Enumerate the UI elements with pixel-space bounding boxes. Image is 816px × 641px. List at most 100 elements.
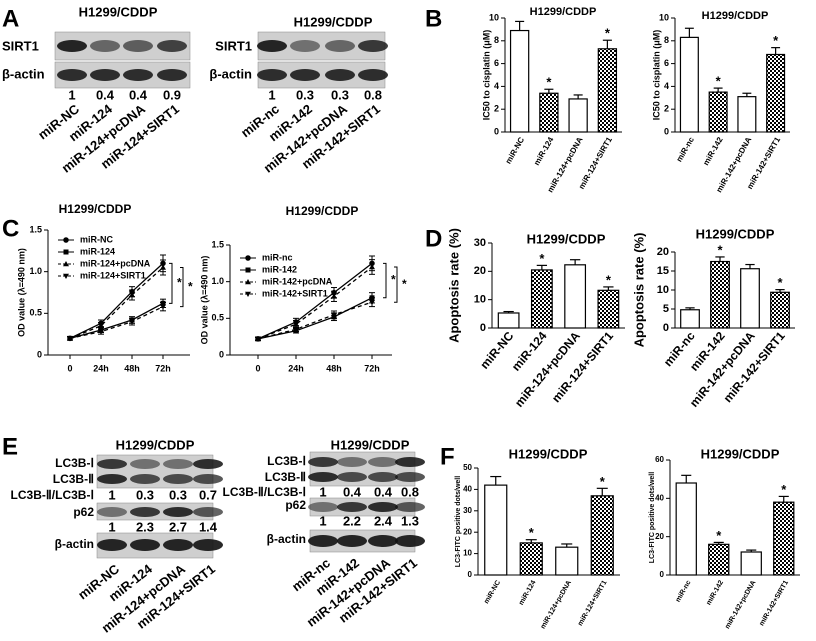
y-tick-label: 1.5: [211, 239, 224, 249]
blot-ratio: 2.4: [374, 513, 393, 528]
legend-marker: [245, 267, 251, 273]
legend-label: miR-124: [80, 246, 115, 256]
blot-band: [308, 535, 338, 547]
blot-band: [163, 539, 193, 551]
blot-ratio: 0.7: [199, 487, 217, 502]
x-tick-label: 48h: [326, 363, 342, 373]
blot-band: [97, 459, 127, 469]
blot-band: [337, 457, 367, 467]
y-tick-label: 15: [657, 265, 669, 277]
y-tick-label: 1.0: [211, 276, 224, 286]
y-tick-label: 20: [474, 265, 486, 277]
blot-ratio: 0.8: [364, 87, 382, 102]
marker: [293, 327, 299, 333]
bar: [740, 268, 760, 329]
y-tick-label: 1.0: [29, 266, 42, 276]
bracket: [180, 267, 184, 308]
annotation: *: [188, 279, 193, 293]
y-tick-label: 6: [494, 58, 499, 68]
marker: [255, 336, 261, 342]
x-tick-label: 72h: [155, 363, 171, 373]
legend-label: miR-124+pcDNA: [80, 258, 151, 268]
y-tick-label: 4: [664, 81, 669, 91]
bracket: [383, 262, 387, 299]
y-tick-label: 10: [489, 12, 499, 22]
blot-band: [395, 535, 425, 547]
blot-band: [395, 457, 425, 467]
y-tick-label: 20: [657, 246, 669, 258]
blot-title: H1299/CDDP: [294, 14, 373, 29]
blot-band: [57, 40, 87, 52]
bar: [679, 36, 699, 133]
blot-band: [395, 502, 425, 512]
legend-marker: [63, 261, 69, 267]
bar: [766, 53, 786, 133]
bar: [597, 48, 618, 133]
blot-band: [325, 69, 355, 81]
legend-label: miR-NC: [80, 234, 113, 244]
blot-band: [368, 535, 398, 547]
y-tick-label: 30: [474, 237, 486, 249]
bar: [568, 98, 588, 133]
blot-ratio: 0.4: [343, 484, 362, 499]
blot-ratio: 0.3: [296, 87, 314, 102]
panel-label: B: [425, 5, 442, 32]
bar: [509, 29, 530, 133]
y-tick-label: 60: [655, 455, 664, 464]
legend-marker: [245, 255, 251, 261]
bar: [708, 91, 728, 133]
y-axis-label: Apoptosis rate (%): [446, 228, 461, 343]
chart-title: H1299/CDDP: [509, 446, 588, 461]
y-tick-label: 8: [494, 35, 499, 45]
blot-band: [358, 40, 388, 52]
blot-title: H1299/CDDP: [331, 437, 410, 452]
y-tick-label: 0: [480, 322, 486, 334]
marker: [98, 329, 104, 335]
blot-band: [193, 459, 223, 469]
blot-band: [337, 472, 367, 482]
blot-ratio: 1.4: [199, 519, 218, 534]
annotation: *: [391, 273, 396, 287]
blot-band: [130, 539, 160, 551]
blot-ratio: 0.4: [374, 484, 393, 499]
marker: [369, 299, 375, 306]
legend-label: miR-142+pcDNA: [262, 276, 333, 286]
panel-label: F: [440, 443, 455, 470]
y-tick-label: 0: [37, 349, 42, 359]
annotation: *: [402, 277, 407, 291]
blot-band: [163, 459, 193, 469]
chart-title: H1299/CDDP: [696, 226, 775, 241]
bar: [740, 551, 762, 576]
blot-ratio: 2.3: [136, 519, 154, 534]
y-axis-label: LC3-FITC positive dots/well: [649, 472, 656, 563]
y-axis-label: IC50 to cisplatin (μM): [481, 30, 491, 121]
bar: [773, 501, 795, 576]
blot-band: [193, 507, 223, 517]
blot-title: H1299/CDDP: [79, 4, 158, 19]
panel-label: E: [2, 433, 18, 460]
blot-row-label: β-actin: [209, 66, 252, 81]
blot-band: [358, 69, 388, 81]
marker: [129, 319, 135, 325]
blot-row-label: LC3B-Ⅱ/LC3B-Ⅰ: [223, 485, 306, 499]
significance: *: [773, 33, 779, 48]
significance: *: [546, 75, 552, 90]
panel-label: A: [2, 5, 19, 32]
y-tick-label: 0.5: [211, 313, 224, 323]
x-tick-label: 24h: [93, 363, 109, 373]
x-tick-label: 0: [67, 363, 72, 373]
series-line: [69, 306, 164, 339]
bar: [530, 269, 553, 329]
legend-marker: [63, 249, 69, 255]
blot-row-label: SIRT1: [215, 38, 252, 53]
blot-band: [90, 69, 120, 81]
blot-band: [325, 40, 355, 52]
blot-band: [257, 40, 287, 52]
blot-band: [90, 40, 120, 52]
y-tick-label: 0.5: [29, 308, 42, 318]
blot-ratio: 1: [268, 87, 275, 102]
legend-label: miR-124+SIRT1: [80, 270, 146, 280]
y-tick-label: 50: [463, 463, 472, 472]
blot-row-label: p62: [285, 498, 306, 512]
significance: *: [529, 525, 535, 540]
